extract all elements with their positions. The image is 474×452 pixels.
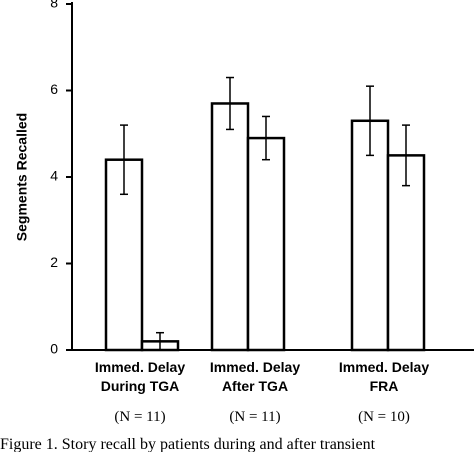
bars <box>104 76 426 352</box>
category-label-line1: Immed. Delay <box>339 359 429 375</box>
category-label-line1: Immed. Delay <box>95 359 185 375</box>
category-label-line2: FRA <box>370 378 399 394</box>
sample-size-label: (N = 11) <box>114 409 165 425</box>
category-labels: Immed. Delay During TGA (N = 11) Immed. Del… <box>95 359 429 425</box>
y-tick-label: 2 <box>50 254 58 270</box>
category-label-line2: During TGA <box>101 378 180 394</box>
bar <box>210 102 250 352</box>
y-axis-label: Segments Recalled <box>14 113 30 241</box>
category-label-line1: Immed. Delay <box>210 359 300 375</box>
y-tick-label: 0 <box>50 341 58 357</box>
y-tick-label: 6 <box>50 81 58 97</box>
sample-size-label: (N = 10) <box>358 409 410 425</box>
y-tick-label: 4 <box>50 168 58 184</box>
bar <box>246 136 286 352</box>
category-label-line2: After TGA <box>222 378 288 394</box>
sample-size-label: (N = 11) <box>229 409 280 425</box>
y-tick-label: 8 <box>50 0 58 11</box>
figure-caption: Figure 1. Story recall by patients durin… <box>0 436 376 452</box>
